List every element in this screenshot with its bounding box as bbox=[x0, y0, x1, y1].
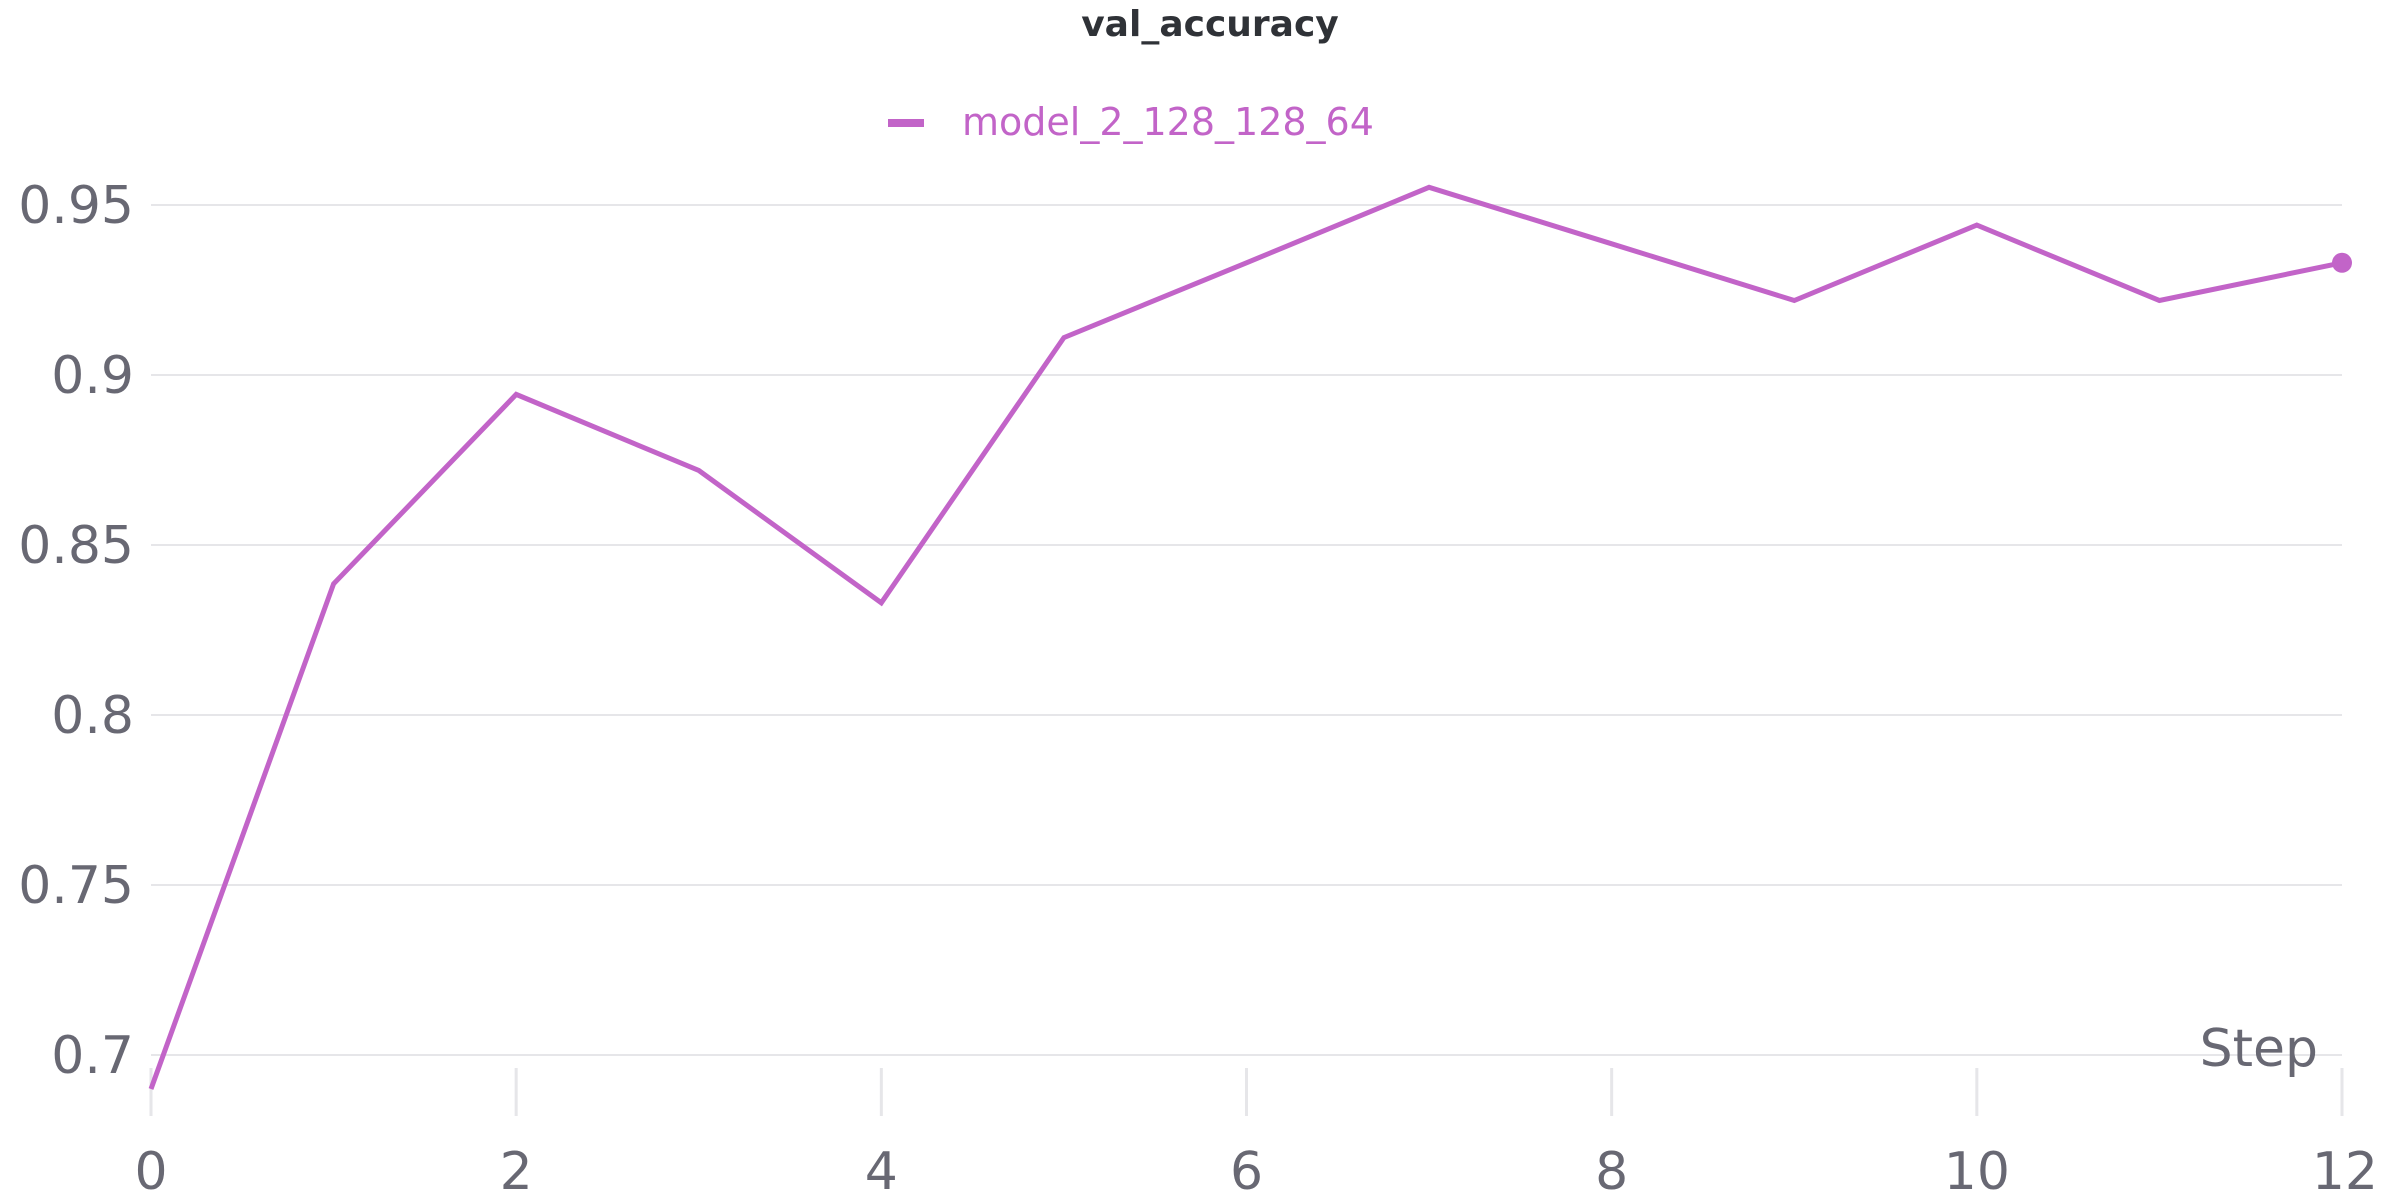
x-tick-label: 0 bbox=[134, 1142, 167, 1200]
data-point bbox=[1244, 260, 1250, 266]
y-tick-label: 0.9 bbox=[51, 346, 134, 406]
chart-title: val_accuracy bbox=[1081, 4, 1339, 45]
data-point bbox=[513, 391, 519, 397]
y-tick-label: 0.95 bbox=[18, 176, 134, 236]
x-tick-label: 2 bbox=[500, 1142, 533, 1200]
series-layer bbox=[148, 184, 2352, 1092]
data-point bbox=[148, 1086, 154, 1092]
data-point bbox=[1061, 335, 1067, 341]
series-line-model-2 bbox=[148, 184, 2343, 1090]
x-tick-label: 8 bbox=[1595, 1142, 1628, 1200]
data-point bbox=[2156, 298, 2162, 304]
data-point bbox=[878, 600, 884, 606]
grid-lines bbox=[151, 204, 2342, 1056]
y-tick-label: 0.7 bbox=[51, 1026, 134, 1086]
y-tick-label: 0.8 bbox=[51, 686, 134, 746]
data-point bbox=[1609, 241, 1615, 247]
data-point bbox=[1426, 184, 1432, 190]
data-point bbox=[1791, 298, 1797, 304]
x-axis-tick-labels: 0 2 4 6 8 10 12 bbox=[134, 1142, 2378, 1200]
legend-label-model-2: model_2_128_128_64 bbox=[962, 100, 1374, 144]
x-tick-label: 6 bbox=[1230, 1142, 1263, 1200]
x-tick-label: 4 bbox=[865, 1142, 898, 1200]
data-point bbox=[1974, 222, 1980, 228]
x-axis-label: Step bbox=[2200, 1019, 2318, 1079]
x-tick-label: 12 bbox=[2312, 1142, 2378, 1200]
data-point bbox=[696, 468, 702, 474]
x-tick-label: 10 bbox=[1944, 1142, 2010, 1200]
y-tick-label: 0.85 bbox=[18, 516, 134, 576]
x-axis-ticks bbox=[149, 1068, 2344, 1116]
y-axis-tick-labels: 0.7 0.75 0.8 0.85 0.9 0.95 bbox=[18, 176, 134, 1086]
data-point bbox=[331, 581, 337, 587]
series-endpoint-marker bbox=[2332, 252, 2352, 273]
legend[interactable]: model_2_128_128_64 bbox=[888, 100, 1374, 144]
y-tick-label: 0.75 bbox=[18, 856, 134, 916]
